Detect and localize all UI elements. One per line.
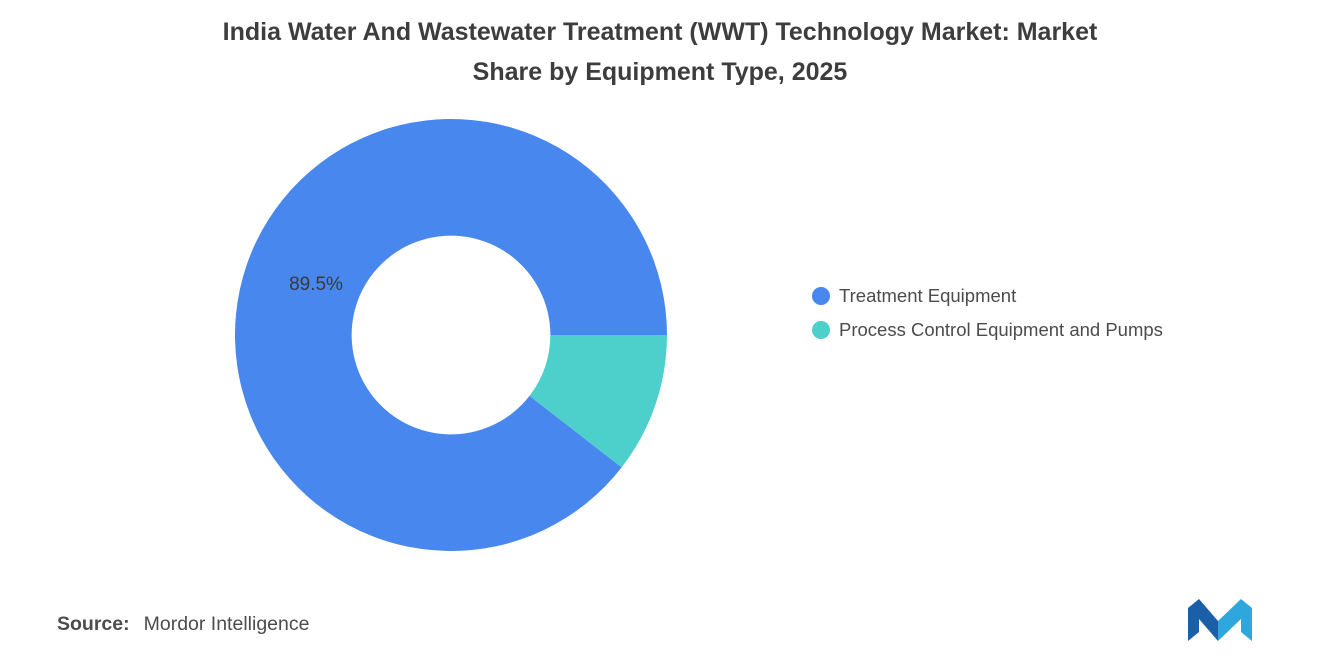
logo-left-diagonal (1199, 599, 1218, 641)
logo-right-diagonal (1218, 599, 1241, 641)
donut-slice-treatment-equipment[interactable] (235, 118, 668, 551)
legend-swatch-process-control (812, 321, 830, 339)
source-line: Source: Mordor Intelligence (57, 613, 309, 636)
source-text: Mordor Intelligence (143, 613, 310, 635)
chart-title-line-2: Share by Equipment Type, 2025 (472, 58, 848, 86)
donut-slice-process-control[interactable] (529, 335, 667, 468)
legend-item-process-control[interactable]: Process Control Equipment and Pumps (812, 319, 1163, 341)
chart-title-line-1: India Water And Wastewater Treatment (WW… (222, 18, 1098, 46)
legend: Treatment Equipment Process Control Equi… (812, 285, 1163, 341)
mordor-intelligence-logo (1188, 599, 1252, 641)
source-prefix: Source: (57, 613, 130, 635)
logo-left-bar (1188, 599, 1199, 641)
legend-swatch-treatment-equipment (812, 287, 830, 305)
legend-label-process-control: Process Control Equipment and Pumps (839, 319, 1163, 340)
legend-label-treatment-equipment: Treatment Equipment (839, 285, 1017, 306)
chart-title: India Water And Wastewater Treatment (WW… (0, 12, 1320, 92)
data-label-treatment-equipment: 89.5% (289, 274, 343, 295)
legend-item-treatment-equipment[interactable]: Treatment Equipment (812, 285, 1163, 307)
logo-right-bar (1241, 599, 1252, 641)
